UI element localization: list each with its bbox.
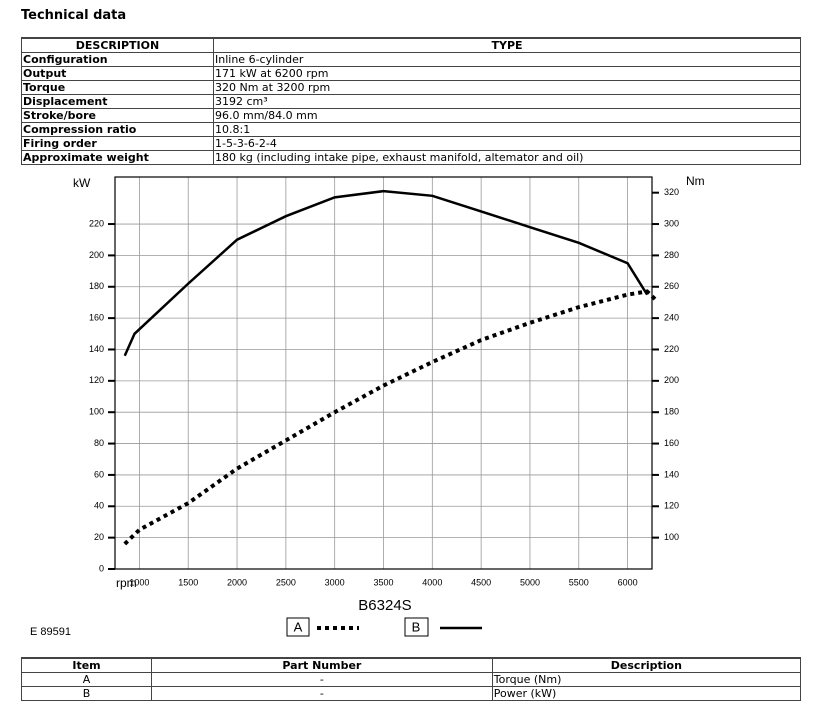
y-tick-label: 180	[89, 281, 104, 291]
header-row: DESCRIPTION TYPE	[21, 37, 801, 53]
chart-subtitle: B6324S	[358, 597, 411, 614]
table-cell: Stroke/bore	[21, 108, 214, 123]
table-row: Approximate weight 180 kg (including inta…	[21, 150, 801, 165]
y2-tick-label: 260	[664, 281, 679, 291]
y-tick-label: 160	[89, 312, 104, 322]
x-tick-label: 2500	[276, 577, 296, 587]
y2-axis-label: Nm	[686, 174, 705, 188]
legend-box	[404, 617, 429, 637]
table-cell: Configuration	[21, 52, 214, 67]
x-tick-label: 1000	[129, 577, 149, 587]
legend-label: A	[294, 619, 303, 634]
y-tick-label: 120	[89, 375, 104, 385]
table-row: Output 171 kW at 6200 rpm	[21, 66, 801, 81]
table-row: Stroke/bore 96.0 mm/84.0 mm	[21, 108, 801, 123]
y2-tick-label: 180	[664, 407, 679, 417]
table-cell: B	[20, 686, 153, 701]
page-title: Technical data	[21, 8, 127, 23]
data-line	[123, 189, 649, 357]
y-tick-label: 60	[94, 469, 104, 479]
table-row: Firing order 1-5-3-6-2-4	[21, 136, 801, 151]
table-cell: 1-5-3-6-2-4	[213, 136, 801, 151]
y-tick-label: 20	[94, 532, 104, 542]
column-header: DESCRIPTION	[21, 37, 214, 53]
y-tick-label: 40	[94, 501, 104, 511]
x-tick-label: 3500	[373, 577, 393, 587]
y2-tick-label: 120	[664, 501, 679, 511]
table-row: Configuration Inline 6-cylinder	[21, 52, 801, 67]
table-row: Compression ratio 10.8:1	[21, 122, 801, 137]
y-tick-label: 220	[89, 218, 104, 228]
parts-table: Item Part Number Description A - Torque (Nm) B…	[20, 657, 802, 701]
specs-table: DESCRIPTION TYPE Configuration Inline 6-cyl…	[21, 37, 801, 165]
y2-tick-label: 220	[664, 344, 679, 354]
table-cell: 96.0 mm/84.0 mm	[213, 108, 801, 123]
column-header: TYPE	[213, 37, 801, 53]
table-cell: 171 kW at 6200 rpm	[213, 66, 801, 81]
y-tick-label: 80	[94, 438, 104, 448]
table-cell: Inline 6-cylinder	[213, 52, 801, 67]
header-row: Item Part Number Description	[20, 657, 802, 673]
table-cell: 10.8:1	[213, 122, 801, 137]
y-tick-label: 140	[89, 344, 104, 354]
chart: kW Nm rpm B6324S E 89591 1000 1500 2000 250…	[30, 174, 705, 638]
table-cell: Displacement	[21, 94, 214, 109]
y2-tick-label: 280	[664, 250, 679, 260]
data-line	[123, 289, 659, 546]
table-cell: -	[151, 672, 493, 687]
reference: E 89591	[30, 626, 71, 638]
table-cell: Torque	[21, 80, 214, 95]
table-cell: A	[20, 672, 153, 687]
table-row: Torque 320 Nm at 3200 rpm	[21, 80, 801, 95]
table-row: A - Torque (Nm)	[20, 672, 802, 687]
y-axis-label: kW	[73, 176, 91, 190]
legend-box	[286, 617, 310, 637]
column-header: Part Number	[151, 657, 493, 673]
y2-tick-label: 160	[664, 438, 679, 448]
y2-tick-label: 320	[664, 187, 679, 197]
x-tick-label: 4500	[471, 577, 491, 587]
table-cell: Output	[21, 66, 214, 81]
table-cell: Approximate weight	[21, 150, 214, 165]
x-tick-label: 4000	[422, 577, 442, 587]
table-cell: 3192 cm³	[213, 94, 801, 109]
legend-label: B	[412, 619, 421, 634]
y2-tick-label: 140	[664, 469, 679, 479]
table-row: Displacement 3192 cm³	[21, 94, 801, 109]
plot-frame	[114, 176, 653, 570]
y2-tick-label: 200	[664, 375, 679, 385]
y-tick-label: 0	[99, 563, 104, 573]
y2-tick-label: 100	[664, 532, 679, 542]
table-cell: Torque (Nm)	[491, 672, 802, 687]
y2-tick-label: 240	[664, 312, 679, 322]
x-tick-label: 2000	[227, 577, 247, 587]
table-cell: Power (kW)	[491, 686, 802, 701]
x-tick-label: 5000	[520, 577, 540, 587]
table-row: B - Power (kW)	[20, 686, 802, 701]
table-cell: -	[151, 686, 493, 701]
x-tick-label: 6000	[618, 577, 638, 587]
y-tick-label: 100	[89, 407, 104, 417]
table-cell: Compression ratio	[21, 122, 214, 137]
x-tick-label: 1500	[178, 577, 198, 587]
x-axis-label: rpm	[116, 576, 137, 590]
table-cell: 180 kg (including intake pipe, exhaust m…	[213, 150, 801, 165]
table-cell: 320 Nm at 3200 rpm	[213, 80, 801, 95]
x-tick-label: 3000	[325, 577, 345, 587]
table-cell: Firing order	[21, 136, 214, 151]
x-tick-label: 5500	[569, 577, 589, 587]
column-header: Item	[20, 657, 153, 673]
column-header: Description	[491, 657, 802, 673]
y2-tick-label: 300	[664, 218, 679, 228]
y-tick-label: 200	[89, 250, 104, 260]
